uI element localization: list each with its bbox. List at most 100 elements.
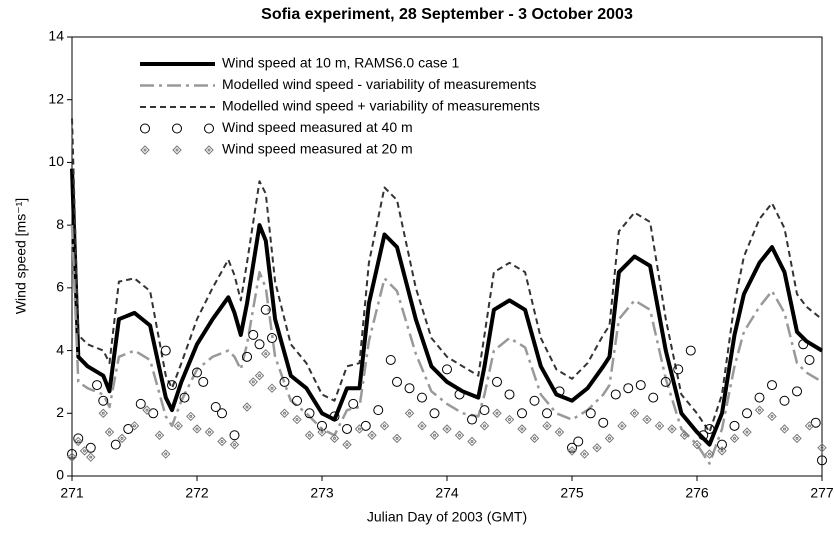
legend-swatch xyxy=(204,123,214,134)
x-tick-label: 277 xyxy=(810,485,834,501)
data-point xyxy=(179,392,190,403)
data-point xyxy=(186,411,196,422)
data-point xyxy=(417,392,427,403)
data-point xyxy=(92,380,102,391)
data-point xyxy=(504,414,515,425)
y-tick-label: 2 xyxy=(56,404,64,420)
data-point xyxy=(442,424,452,434)
data-point xyxy=(110,439,121,450)
data-point xyxy=(248,329,259,340)
data-point xyxy=(392,433,402,444)
legend-swatch xyxy=(172,145,182,155)
data-point xyxy=(304,408,315,419)
data-point xyxy=(404,408,415,418)
data-point xyxy=(542,408,552,419)
data-point xyxy=(242,351,252,362)
data-point xyxy=(329,433,340,444)
data-point xyxy=(242,402,252,412)
data-point xyxy=(592,443,602,453)
data-point xyxy=(248,377,258,387)
data-point xyxy=(267,383,277,393)
data-point xyxy=(442,364,452,375)
data-point xyxy=(804,421,815,431)
legend-label: Modelled wind speed - variability of mea… xyxy=(222,76,536,92)
data-point xyxy=(704,423,715,434)
legend-swatch xyxy=(172,123,182,134)
data-point xyxy=(667,424,677,434)
x-tick-label: 273 xyxy=(310,485,334,501)
data-point xyxy=(261,348,271,359)
x-tick-label: 274 xyxy=(435,485,459,501)
data-point xyxy=(642,414,652,425)
data-point xyxy=(492,376,502,387)
data-point xyxy=(692,439,702,450)
data-point xyxy=(204,427,215,437)
data-point xyxy=(229,430,240,441)
data-point xyxy=(529,433,540,444)
data-point xyxy=(623,383,634,394)
legend-label: Wind speed at 10 m, RAMS6.0 case 1 xyxy=(222,55,460,71)
data-point xyxy=(161,449,171,459)
series-line xyxy=(70,225,823,465)
data-point xyxy=(479,405,490,416)
data-point xyxy=(292,395,302,406)
data-point xyxy=(367,430,377,440)
data-point xyxy=(317,420,327,431)
legend-label: Wind speed measured at 40 m xyxy=(222,119,413,135)
data-point xyxy=(817,455,827,466)
data-point xyxy=(754,392,765,403)
data-point xyxy=(360,420,371,431)
data-point xyxy=(342,423,352,434)
data-point xyxy=(104,427,115,437)
data-point xyxy=(86,452,96,462)
y-tick-label: 6 xyxy=(56,279,64,295)
data-point xyxy=(79,446,90,456)
data-point xyxy=(267,333,277,344)
data-point xyxy=(260,304,271,315)
y-tick-label: 0 xyxy=(56,467,64,483)
data-point xyxy=(517,424,527,434)
data-point xyxy=(704,449,715,459)
data-point xyxy=(767,411,777,422)
y-tick-label: 12 xyxy=(48,90,64,106)
data-point xyxy=(73,436,83,447)
data-point xyxy=(792,386,802,397)
data-point xyxy=(85,442,96,453)
data-point xyxy=(798,339,809,350)
data-point xyxy=(304,430,315,440)
data-point xyxy=(610,389,621,400)
data-point xyxy=(492,408,502,418)
data-point xyxy=(804,354,815,365)
data-point xyxy=(279,408,290,418)
data-point xyxy=(123,423,134,434)
legend-label: Modelled wind speed + variability of mea… xyxy=(222,98,540,114)
legend-swatch xyxy=(140,145,150,155)
data-point xyxy=(685,345,696,356)
data-point xyxy=(629,408,640,418)
data-point xyxy=(279,376,290,387)
data-point xyxy=(379,421,390,431)
data-point xyxy=(779,395,790,406)
data-point xyxy=(210,402,221,413)
data-point xyxy=(617,421,627,431)
data-point xyxy=(67,452,77,462)
data-point xyxy=(217,436,227,447)
data-point xyxy=(542,421,552,431)
x-tick-label: 275 xyxy=(560,485,584,501)
data-point xyxy=(779,424,790,434)
data-point xyxy=(429,430,440,440)
data-point xyxy=(154,430,165,440)
data-point xyxy=(217,408,227,419)
data-point xyxy=(348,398,359,409)
legend-swatch xyxy=(140,123,150,134)
data-point xyxy=(354,424,365,434)
data-point xyxy=(767,380,777,391)
data-point xyxy=(792,433,802,444)
data-point xyxy=(254,370,265,381)
data-point xyxy=(817,443,827,453)
chart-title: Sofia experiment, 28 September - 3 Octob… xyxy=(261,6,633,23)
data-point xyxy=(167,380,177,391)
data-point xyxy=(717,446,727,456)
legend-label: Wind speed measured at 20 m xyxy=(222,141,413,157)
data-point xyxy=(142,405,152,415)
